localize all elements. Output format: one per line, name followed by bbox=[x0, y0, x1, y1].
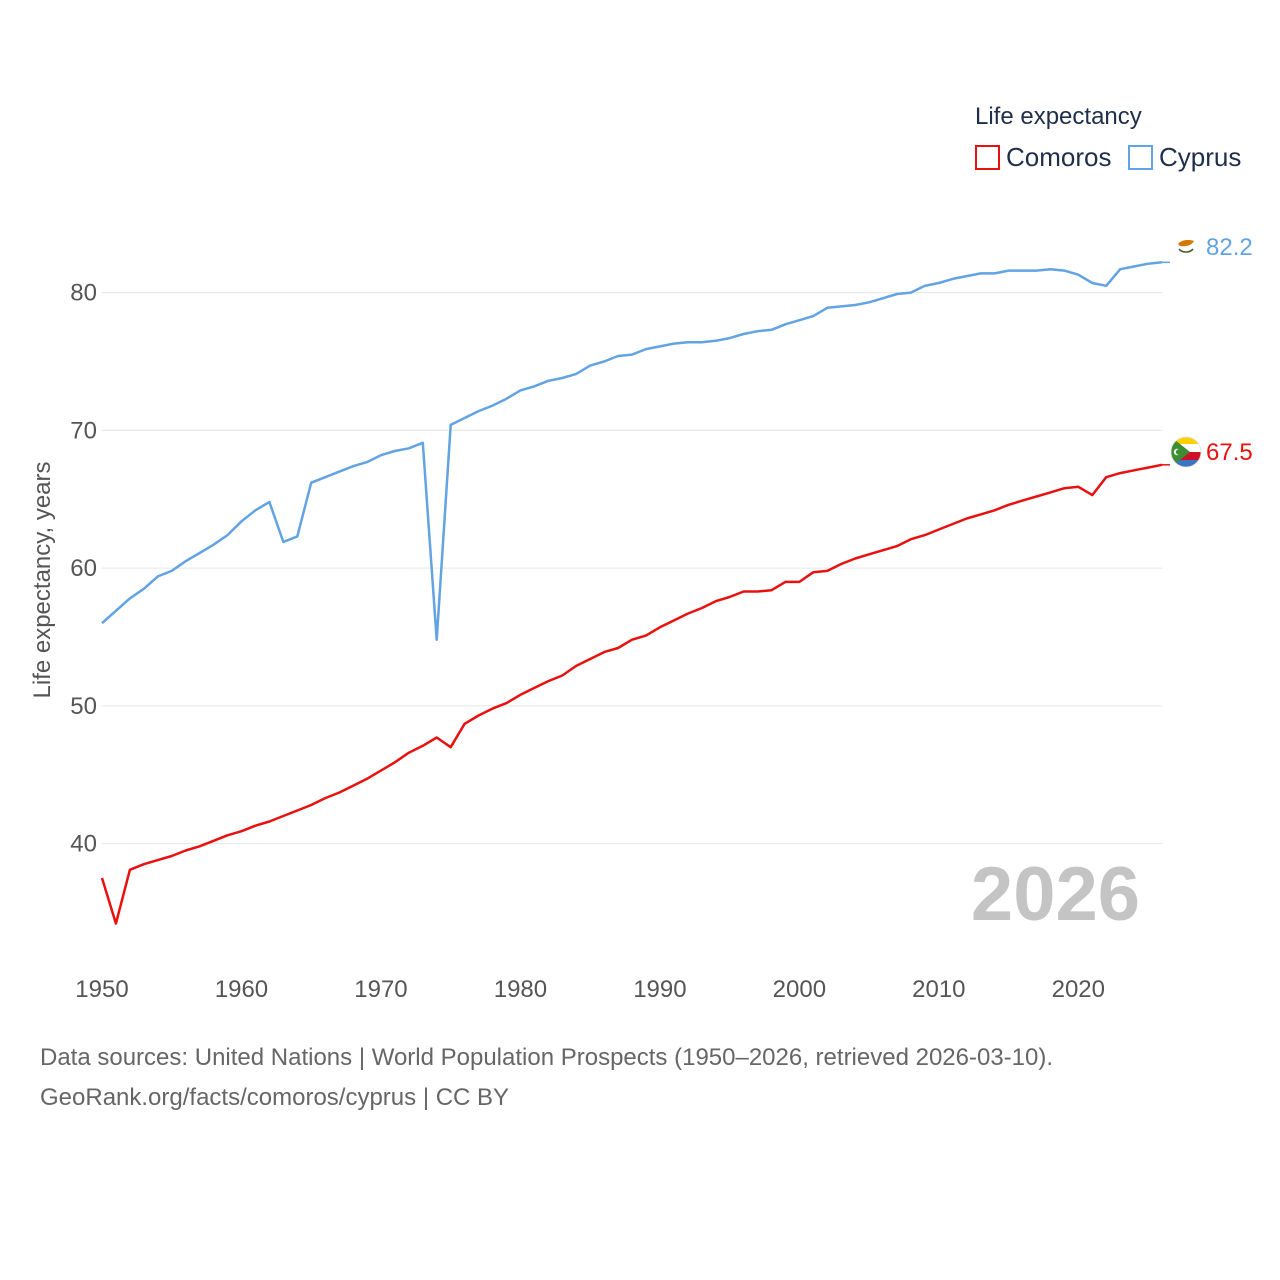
y-tick-label: 80 bbox=[70, 280, 97, 307]
x-tick-label: 2000 bbox=[773, 976, 826, 1003]
x-tick-label: 1970 bbox=[354, 976, 407, 1003]
legend-title: Life expectancy bbox=[975, 103, 1142, 130]
series-line-comoros bbox=[100, 463, 1163, 925]
credit-link[interactable]: GeoRank.org/facts/comoros/cyprus | CC BY bbox=[40, 1084, 510, 1111]
series-layer bbox=[100, 261, 1170, 925]
gridlines bbox=[102, 292, 1162, 845]
y-axis-ticks: 40 50 60 70 80 bbox=[70, 280, 97, 858]
legend-swatch-comoros bbox=[975, 145, 1000, 170]
x-axis-ticks: 1950 1960 1970 1980 1990 2000 2010 2020 bbox=[75, 976, 1105, 1003]
data-source-note: Data sources: United Nations | World Pop… bbox=[40, 1044, 1054, 1071]
series-line-cyprus bbox=[101, 261, 1163, 641]
comoros-flag-icon bbox=[1171, 437, 1201, 467]
x-tick-label: 2020 bbox=[1052, 976, 1105, 1003]
year-watermark: 2026 bbox=[971, 852, 1140, 937]
legend-label-cyprus: Cyprus bbox=[1159, 142, 1241, 172]
legend-item-comoros[interactable]: Comoros bbox=[975, 142, 1111, 172]
legend-swatch-cyprus bbox=[1128, 145, 1153, 170]
legend: Life expectancy Comoros Cyprus bbox=[975, 103, 1241, 172]
end-value-label-cyprus: 82.2 bbox=[1206, 234, 1253, 261]
x-tick-label: 1950 bbox=[75, 976, 128, 1003]
y-tick-label: 50 bbox=[70, 693, 97, 720]
y-axis-title: Life expectancy, years bbox=[29, 461, 56, 698]
y-tick-label: 70 bbox=[70, 417, 97, 444]
comoros-flag-border bbox=[1170, 436, 1202, 468]
x-tick-label: 1960 bbox=[215, 976, 268, 1003]
y-tick-label: 60 bbox=[70, 555, 97, 582]
x-tick-label: 1980 bbox=[494, 976, 547, 1003]
cyprus-flag-icon bbox=[1171, 232, 1201, 262]
x-tick-label: 2010 bbox=[912, 976, 965, 1003]
legend-label-comoros: Comoros bbox=[1006, 142, 1111, 172]
end-value-label-comoros: 67.5 bbox=[1206, 439, 1253, 466]
x-tick-label: 1990 bbox=[633, 976, 686, 1003]
y-tick-label: 40 bbox=[70, 831, 97, 858]
legend-item-cyprus[interactable]: Cyprus bbox=[1128, 142, 1241, 172]
